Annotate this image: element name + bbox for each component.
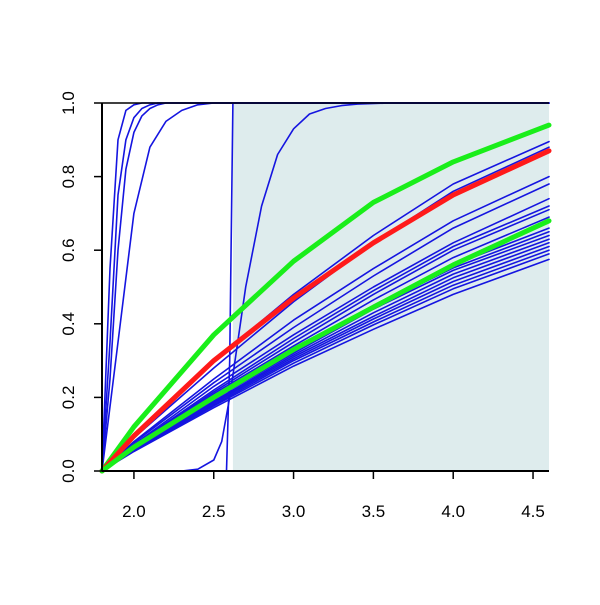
x-tick-label: 3.0 [282, 502, 306, 521]
series-line-23-blue [101, 258, 550, 472]
y-tick-label: 0.2 [59, 386, 78, 410]
y-tick-label: 1.0 [59, 91, 78, 115]
y-axis-ticks: 0.0 0.2 0.4 0.6 0.8 1.0 [59, 91, 102, 483]
series-line-26-green [99, 218, 552, 474]
series-lines [99, 102, 552, 474]
x-axis-ticks: 2.0 2.5 3.0 3.5 4.0 4.5 [122, 471, 545, 521]
shaded-region [232, 103, 549, 471]
series-line-6-blue [101, 102, 550, 472]
y-tick-label: 0.6 [59, 238, 78, 262]
x-tick-label: 2.0 [122, 502, 146, 521]
x-tick-label: 3.5 [362, 502, 386, 521]
x-tick-label: 2.5 [202, 502, 226, 521]
series-line-10-blue [101, 183, 550, 472]
series-line-9-blue [101, 175, 550, 472]
x-tick-label: 4.0 [441, 502, 465, 521]
y-tick-label: 0.0 [59, 459, 78, 483]
series-line-25-red [99, 148, 552, 474]
y-tick-label: 0.8 [59, 165, 78, 189]
x-tick-label: 4.5 [521, 502, 545, 521]
series-line-24-green [99, 122, 552, 474]
y-tick-label: 0.4 [59, 312, 78, 336]
